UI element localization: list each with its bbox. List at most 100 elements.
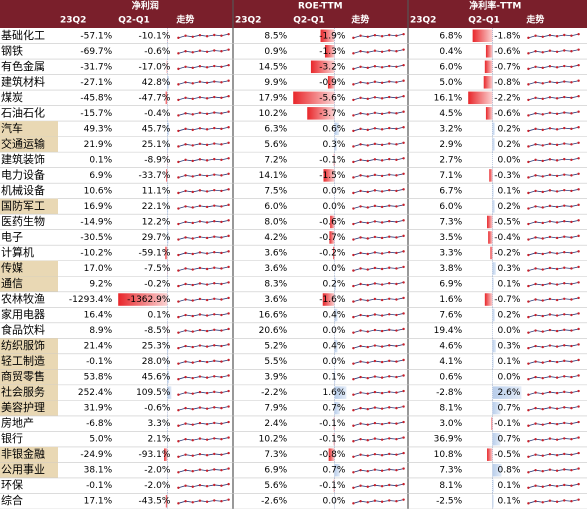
trend-dot <box>366 330 369 333</box>
data-bar <box>334 386 347 399</box>
trend-dot <box>366 314 369 318</box>
trend-dot <box>191 237 194 240</box>
trend-dot <box>380 252 384 255</box>
trend-dot <box>373 80 377 83</box>
trend-dot <box>570 437 573 441</box>
value-cell: 6.0% <box>439 62 462 72</box>
trend-dot <box>395 34 398 37</box>
trend-dot <box>191 221 194 225</box>
diff-cell: -1362.9% <box>127 295 171 305</box>
column-title: 23Q2 <box>235 16 261 26</box>
trend-dot <box>570 81 573 84</box>
data-bar <box>167 200 169 213</box>
value-cell: 5.6% <box>264 481 287 491</box>
trend-dot <box>359 360 362 363</box>
trend-dot <box>366 159 369 163</box>
diff-cell: 0.0% <box>323 186 346 196</box>
trend-dot <box>563 111 566 114</box>
trend-dot <box>548 359 552 363</box>
trend-dot <box>402 358 405 362</box>
trend-dot <box>184 500 187 503</box>
column-title: 23Q2 <box>410 16 436 26</box>
trend-dot <box>577 482 580 486</box>
column-title: 走势 <box>175 14 194 26</box>
trend-dot <box>548 204 552 208</box>
value-cell: 10.2% <box>259 435 288 445</box>
trend-dot <box>198 499 202 502</box>
trend-dot <box>402 451 405 455</box>
trend-sparkline <box>528 204 579 209</box>
trend-dot <box>548 437 552 440</box>
trend-dot <box>177 52 180 55</box>
trend-dot <box>359 174 362 177</box>
trend-dot <box>220 437 223 441</box>
data-bar <box>334 308 338 322</box>
data-bar <box>327 76 335 89</box>
trend-dot <box>184 282 187 286</box>
trend-dot <box>380 500 384 503</box>
trend-dot <box>402 389 405 393</box>
industry-name: 计算机 <box>1 245 34 259</box>
value-cell: 17.1% <box>84 497 113 507</box>
industry-name: 轻工制造 <box>1 354 45 368</box>
trend-dot <box>563 173 566 176</box>
trend-dot <box>577 436 580 439</box>
trend-dot <box>177 393 180 396</box>
value-cell: -2.5% <box>436 497 463 507</box>
trend-sparkline <box>178 421 229 427</box>
industry-name: 电力设备 <box>1 167 45 181</box>
trend-dot <box>184 127 187 131</box>
value-cell: 3.5% <box>439 233 462 243</box>
data-bar <box>485 45 493 58</box>
trend-dot <box>205 66 209 69</box>
trend-dot <box>227 32 230 36</box>
trend-dot <box>527 424 530 427</box>
trend-sparkline <box>178 266 229 271</box>
trend-dot <box>395 282 398 286</box>
trend-dot <box>577 172 580 175</box>
data-bar <box>472 29 493 43</box>
trend-dot <box>184 220 187 224</box>
diff-cell: -43.5% <box>139 497 171 507</box>
trend-dot <box>191 330 194 333</box>
trend-dot <box>563 483 566 487</box>
trend-dot <box>388 111 391 114</box>
highlight-cell <box>0 369 58 385</box>
trend-dot <box>213 235 216 238</box>
data-bar <box>333 153 335 167</box>
trend-sparkline <box>178 49 229 54</box>
highlight-cell <box>0 384 58 401</box>
data-bar <box>334 138 337 151</box>
data-bar <box>293 91 335 105</box>
trend-dot <box>359 220 362 224</box>
trend-dot <box>205 438 209 441</box>
trend-sparkline <box>178 235 229 240</box>
trend-dot <box>563 437 566 440</box>
trend-dot <box>388 266 391 269</box>
trend-dot <box>177 145 180 148</box>
data-bar <box>334 339 338 353</box>
trend-sparkline <box>178 483 229 489</box>
trend-dot <box>527 362 530 365</box>
trend-sparkline <box>353 95 404 101</box>
trend-dot <box>352 145 355 148</box>
trend-dot <box>402 48 405 51</box>
industry-name: 商贸零售 <box>1 369 45 383</box>
trend-dot <box>213 64 216 68</box>
trend-dot <box>191 35 194 38</box>
trend-dot <box>555 252 559 255</box>
diff-cell: -2.0% <box>144 466 171 476</box>
highlight-cell <box>0 260 58 277</box>
trend-dot <box>577 110 580 113</box>
industry-name: 食品饮料 <box>1 323 45 337</box>
trend-dot <box>177 315 180 319</box>
trend-dot <box>191 252 194 256</box>
trend-dot <box>191 439 194 442</box>
trend-dot <box>563 142 566 145</box>
trend-dot <box>373 390 377 394</box>
trend-dot <box>527 222 530 226</box>
trend-sparkline <box>528 219 579 225</box>
trend-dot <box>395 65 398 68</box>
trend-dot <box>395 205 398 208</box>
trend-dot <box>213 499 216 502</box>
